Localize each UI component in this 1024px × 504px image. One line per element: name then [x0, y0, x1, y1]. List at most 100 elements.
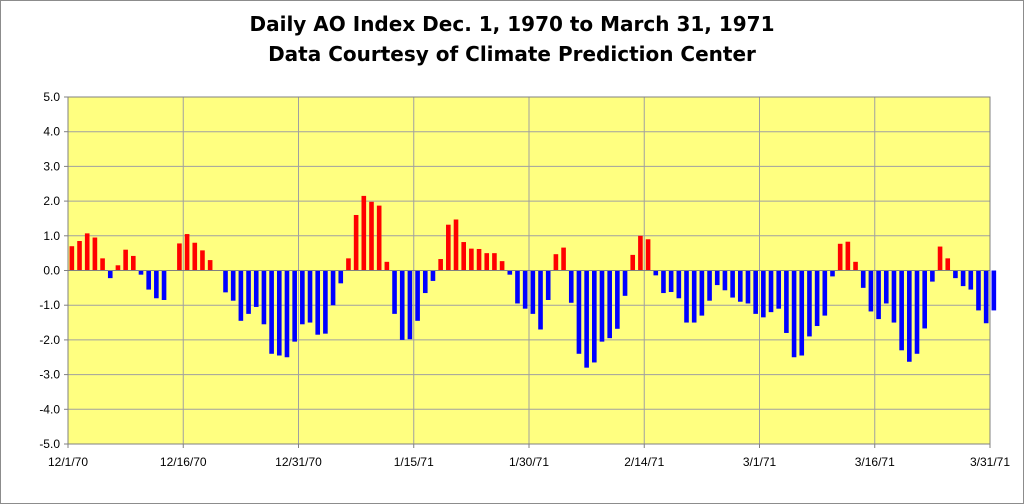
bar-day-32 — [307, 270, 313, 323]
bar-day-16 — [184, 234, 190, 271]
bar-day-55 — [484, 253, 490, 271]
bar-day-77 — [653, 270, 659, 276]
bar-day-94 — [784, 270, 789, 333]
bar-day-105 — [868, 270, 874, 312]
bar-day-83 — [699, 270, 705, 316]
y-tick-label: -3.0 — [39, 368, 60, 382]
bar-day-3 — [84, 233, 90, 271]
bar-day-18 — [200, 250, 205, 271]
bar-day-17 — [192, 242, 198, 271]
bar-day-90 — [753, 270, 758, 314]
bar-day-6 — [107, 270, 113, 279]
bar-day-117 — [960, 270, 966, 287]
bar-day-42 — [384, 261, 390, 271]
bar-day-27 — [269, 270, 274, 354]
x-tick-label: 12/1/70 — [48, 455, 88, 469]
bar-day-116 — [953, 270, 958, 279]
x-tick-label: 3/31/71 — [970, 455, 1010, 469]
bar-day-39 — [361, 195, 367, 271]
bar-day-38 — [353, 214, 359, 271]
bar-day-96 — [799, 270, 805, 356]
bar-day-13 — [161, 270, 167, 300]
bar-day-62 — [538, 270, 543, 330]
bar-day-93 — [776, 270, 782, 309]
y-tick-label: -5.0 — [39, 437, 60, 451]
y-tick-label: 2.0 — [43, 194, 60, 208]
bar-day-89 — [745, 270, 751, 304]
bar-day-75 — [638, 235, 643, 271]
bar-day-49 — [438, 259, 443, 271]
y-tick-label: 3.0 — [43, 159, 60, 173]
chart-title: Daily AO Index Dec. 1, 1970 to March 31,… — [249, 12, 775, 36]
bar-day-45 — [407, 270, 413, 340]
bar-day-25 — [253, 270, 259, 307]
bar-day-91 — [761, 270, 766, 318]
bar-day-46 — [415, 270, 420, 321]
bar-day-74 — [630, 254, 636, 271]
x-tick-label: 12/31/70 — [275, 455, 322, 469]
bar-day-58 — [507, 270, 513, 275]
bar-day-113 — [930, 270, 935, 282]
bar-day-22 — [230, 270, 236, 301]
bar-day-50 — [446, 224, 451, 271]
bar-day-21 — [223, 270, 228, 293]
bar-day-1 — [69, 246, 75, 271]
bar-day-4 — [92, 237, 98, 271]
bar-day-111 — [914, 270, 920, 354]
x-tick-label: 3/16/71 — [855, 455, 895, 469]
y-tick-label: -2.0 — [39, 333, 60, 347]
bar-day-107 — [883, 270, 889, 304]
bar-day-84 — [707, 270, 712, 301]
bar-day-99 — [822, 270, 828, 316]
bar-day-110 — [907, 270, 912, 362]
bar-day-19 — [207, 260, 213, 271]
x-tick-label: 12/16/70 — [160, 455, 207, 469]
bar-day-68 — [584, 270, 589, 368]
bar-day-112 — [922, 270, 927, 329]
y-tick-label: -1.0 — [39, 298, 60, 312]
x-axis: 12/1/70 12/16/70 12/31/70 1/15/71 1/30/71 2/1… — [48, 444, 1010, 469]
bar-day-34 — [323, 270, 328, 334]
x-tick-label: 3/1/71 — [743, 455, 777, 469]
bar-day-35 — [330, 270, 336, 306]
bar-day-36 — [338, 270, 344, 284]
bar-day-121 — [991, 270, 997, 311]
bar-day-80 — [676, 270, 682, 299]
bar-day-28 — [276, 270, 282, 356]
bar-day-106 — [876, 270, 881, 320]
bar-day-52 — [461, 242, 466, 271]
bar-day-98 — [814, 270, 820, 327]
x-tick-label: 1/30/71 — [509, 455, 549, 469]
bar-day-44 — [399, 270, 405, 340]
bar-day-109 — [899, 270, 904, 351]
bar-day-76 — [645, 239, 651, 271]
y-axis: 5.0 4.0 3.0 2.0 1.0 0.0 -1.0 -2.0 -3.0 -4.0 -5.0 — [39, 90, 68, 451]
bar-day-82 — [691, 270, 697, 323]
bar-day-53 — [469, 248, 474, 271]
bar-day-33 — [315, 270, 321, 335]
bar-day-67 — [576, 270, 582, 354]
y-tick-label: 4.0 — [43, 125, 60, 139]
bar-day-108 — [891, 270, 897, 323]
bar-day-23 — [238, 270, 244, 321]
y-tick-label: 0.0 — [43, 264, 60, 278]
bar-day-29 — [284, 270, 290, 358]
bar-day-103 — [853, 261, 858, 271]
x-tick-label: 1/15/71 — [394, 455, 434, 469]
bar-day-51 — [453, 219, 459, 271]
bar-day-60 — [522, 270, 528, 309]
bar-day-63 — [545, 270, 551, 300]
bar-day-92 — [768, 270, 774, 313]
bar-day-88 — [737, 270, 743, 302]
bar-day-115 — [945, 258, 951, 271]
bar-day-37 — [346, 258, 351, 271]
bar-day-118 — [968, 270, 974, 290]
x-tick-label: 2/14/71 — [624, 455, 664, 469]
bar-day-10 — [138, 270, 144, 275]
bar-day-73 — [622, 270, 628, 296]
bar-day-12 — [154, 270, 159, 299]
bar-day-31 — [300, 270, 305, 325]
bar-day-70 — [599, 270, 605, 342]
bar-day-69 — [592, 270, 597, 363]
